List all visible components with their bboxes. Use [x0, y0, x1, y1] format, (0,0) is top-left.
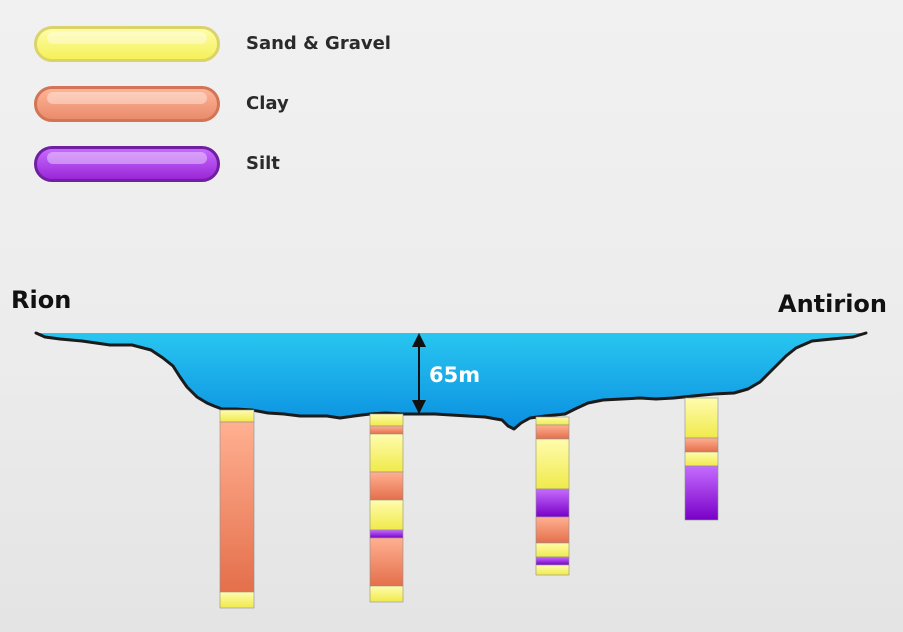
- borehole-2-sand-layer: [369, 585, 404, 603]
- sand-gravel-swatch: [34, 26, 220, 62]
- borehole-3-sand-layer: [535, 564, 570, 576]
- sea-water: [36, 333, 866, 429]
- borehole-3-sand-layer: [535, 438, 570, 490]
- legend-item-sand-gravel: Sand & Gravel: [34, 26, 586, 66]
- depth-arrow-up: [412, 333, 426, 347]
- borehole-2-clay-layer: [369, 425, 404, 435]
- borehole-3-clay-layer: [535, 516, 570, 544]
- borehole-4-clay-layer: [684, 437, 719, 453]
- legend-item-clay: Clay: [34, 86, 586, 126]
- clay-swatch: [34, 86, 220, 122]
- borehole-1-sand-layer: [219, 409, 255, 423]
- legend-label: Clay: [246, 93, 289, 114]
- legend-label: Silt: [246, 153, 280, 174]
- borehole-2-sand-layer: [369, 413, 404, 427]
- borehole-3-clay-layer: [535, 424, 570, 440]
- borehole-2-clay-layer: [369, 537, 404, 587]
- legend-item-silt: Silt: [34, 146, 586, 186]
- borehole-4-sand-layer: [684, 451, 719, 467]
- borehole-4-silt-layer: [684, 465, 719, 521]
- borehole-2-sand-layer: [369, 499, 404, 531]
- right-shore-label: Antirion: [778, 290, 887, 318]
- borehole-3-sand-layer: [535, 542, 570, 558]
- borehole-4-sand-layer: [684, 397, 719, 439]
- borehole-3-silt-layer: [535, 488, 570, 518]
- borehole-3-silt-layer: [535, 556, 570, 566]
- left-shore-label: Rion: [11, 286, 72, 314]
- silt-swatch: [34, 146, 220, 182]
- seabed-line: [34, 331, 868, 431]
- borehole-2-silt-layer: [369, 529, 404, 539]
- depth-label: 65m: [429, 363, 480, 387]
- borehole-1-clay-layer: [219, 421, 255, 593]
- borehole-1-sand-layer: [219, 591, 255, 609]
- boreholes: [219, 397, 719, 609]
- depth-arrow-down: [412, 400, 426, 414]
- legend-label: Sand & Gravel: [246, 33, 391, 54]
- borehole-2-clay-layer: [369, 471, 404, 501]
- borehole-3-sand-layer: [535, 416, 570, 426]
- depth-indicator: 65m: [412, 333, 480, 414]
- borehole-2-sand-layer: [369, 433, 404, 473]
